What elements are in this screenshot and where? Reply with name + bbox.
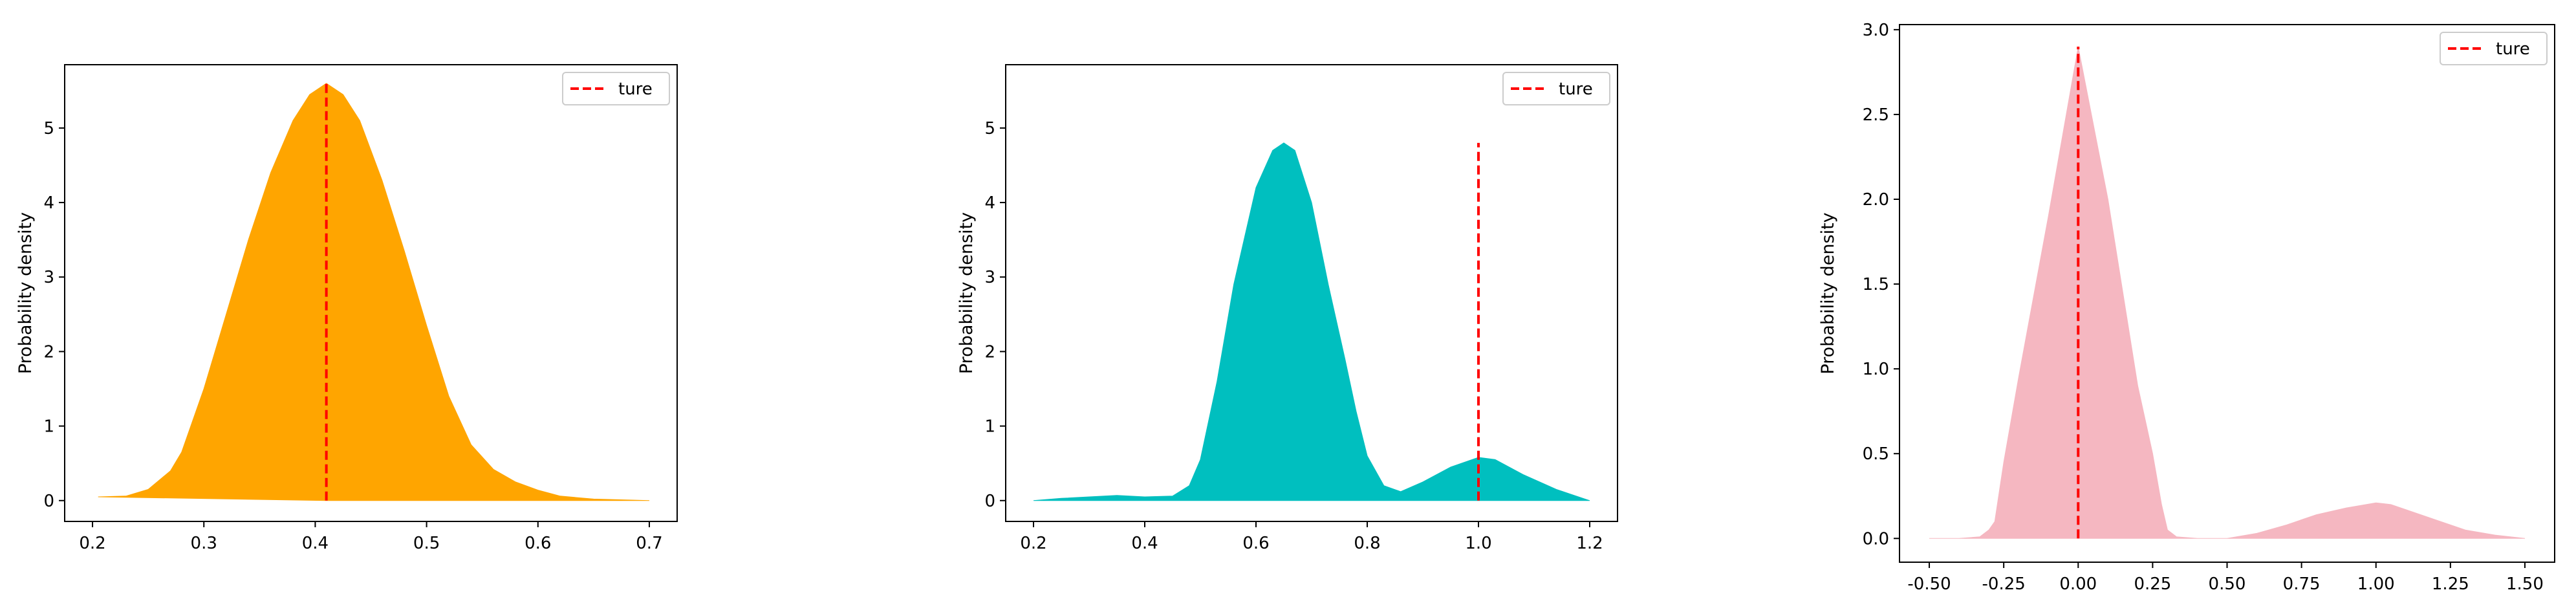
x-tick-label: 1.00	[2357, 574, 2395, 594]
x-tick-label: 0.6	[1242, 534, 1269, 553]
x-tick-label: 1.25	[2432, 574, 2469, 594]
y-tick-label: 4	[43, 193, 54, 213]
y-tick-label: 0	[43, 492, 54, 511]
density-area	[1033, 142, 1590, 501]
legend-box	[562, 72, 670, 105]
y-tick-label: 0	[984, 492, 995, 511]
x-tick-label: 0.8	[1354, 534, 1380, 553]
chart-3: -0.50 -0.25 0.00 0.25 0.50 0.75 1.00 1.25 1.50 0.…	[1818, 21, 2555, 594]
legend: ture	[1502, 72, 1610, 105]
y-tick-label: 2.0	[1863, 190, 1889, 210]
x-tick-label: 0.6	[525, 534, 551, 553]
x-tick-label: 1.2	[1576, 534, 1603, 553]
y-tick-label: 2.5	[1863, 105, 1889, 125]
y-tick-label: 5	[984, 119, 995, 138]
axes-frame	[1005, 64, 1618, 522]
x-tick-label: 0.3	[191, 534, 217, 553]
legend-label: ture	[1559, 80, 1593, 99]
y-axis-title: Probability density	[16, 212, 36, 374]
x-tick-label: 0.4	[302, 534, 329, 553]
legend-box	[1502, 72, 1610, 105]
x-tick-label: -0.50	[1907, 574, 1951, 594]
x-tick-label: 0.25	[2134, 574, 2171, 594]
x-tick-label: 0.50	[2209, 574, 2246, 594]
x-tick-label: -0.25	[1982, 574, 2026, 594]
y-tick-label: 3.0	[1863, 21, 1889, 40]
chart-2: 0.2 0.4 0.6 0.8 1.0 1.2 0 1 2 3 4 5 Probability dens…	[957, 64, 1618, 553]
axes-frame	[64, 64, 678, 522]
x-tick-label: 0.75	[2283, 574, 2321, 594]
y-tick-label: 0.5	[1863, 444, 1889, 464]
y-tick-label: 0.0	[1863, 529, 1889, 549]
y-axis-title: Probability density	[957, 212, 977, 374]
chart-1: 0.2 0.3 0.4 0.5 0.6 0.7 0 1 2 3 4 5 Probability dens…	[16, 64, 678, 553]
density-area	[1929, 47, 2526, 539]
y-tick-label: 3	[984, 268, 995, 287]
y-axis-title: Probability density	[1818, 212, 1838, 374]
legend: ture	[562, 72, 670, 105]
y-tick-label: 2	[43, 342, 54, 362]
legend: ture	[2440, 32, 2548, 65]
x-tick-label: 0.00	[2059, 574, 2097, 594]
y-tick-label: 5	[43, 119, 54, 138]
x-tick-label: 0.5	[413, 534, 440, 553]
x-tick-label: 0.4	[1131, 534, 1158, 553]
x-tick-label: 0.2	[79, 534, 105, 553]
y-tick-label: 2	[984, 342, 995, 362]
y-tick-label: 1.0	[1863, 360, 1889, 379]
legend-label: ture	[2496, 39, 2530, 59]
y-tick-label: 1	[984, 417, 995, 437]
axes-frame	[1899, 24, 2555, 563]
y-tick-label: 4	[984, 193, 995, 213]
y-tick-label: 3	[43, 268, 54, 287]
legend-box	[2440, 32, 2548, 65]
x-tick-label: 1.0	[1465, 534, 1491, 553]
density-area	[98, 83, 650, 501]
y-tick-label: 1	[43, 417, 54, 437]
legend-label: ture	[618, 80, 653, 99]
y-tick-label: 1.5	[1863, 275, 1889, 294]
x-tick-label: 0.2	[1020, 534, 1046, 553]
x-tick-label: 1.50	[2506, 574, 2544, 594]
x-tick-label: 0.7	[636, 534, 662, 553]
